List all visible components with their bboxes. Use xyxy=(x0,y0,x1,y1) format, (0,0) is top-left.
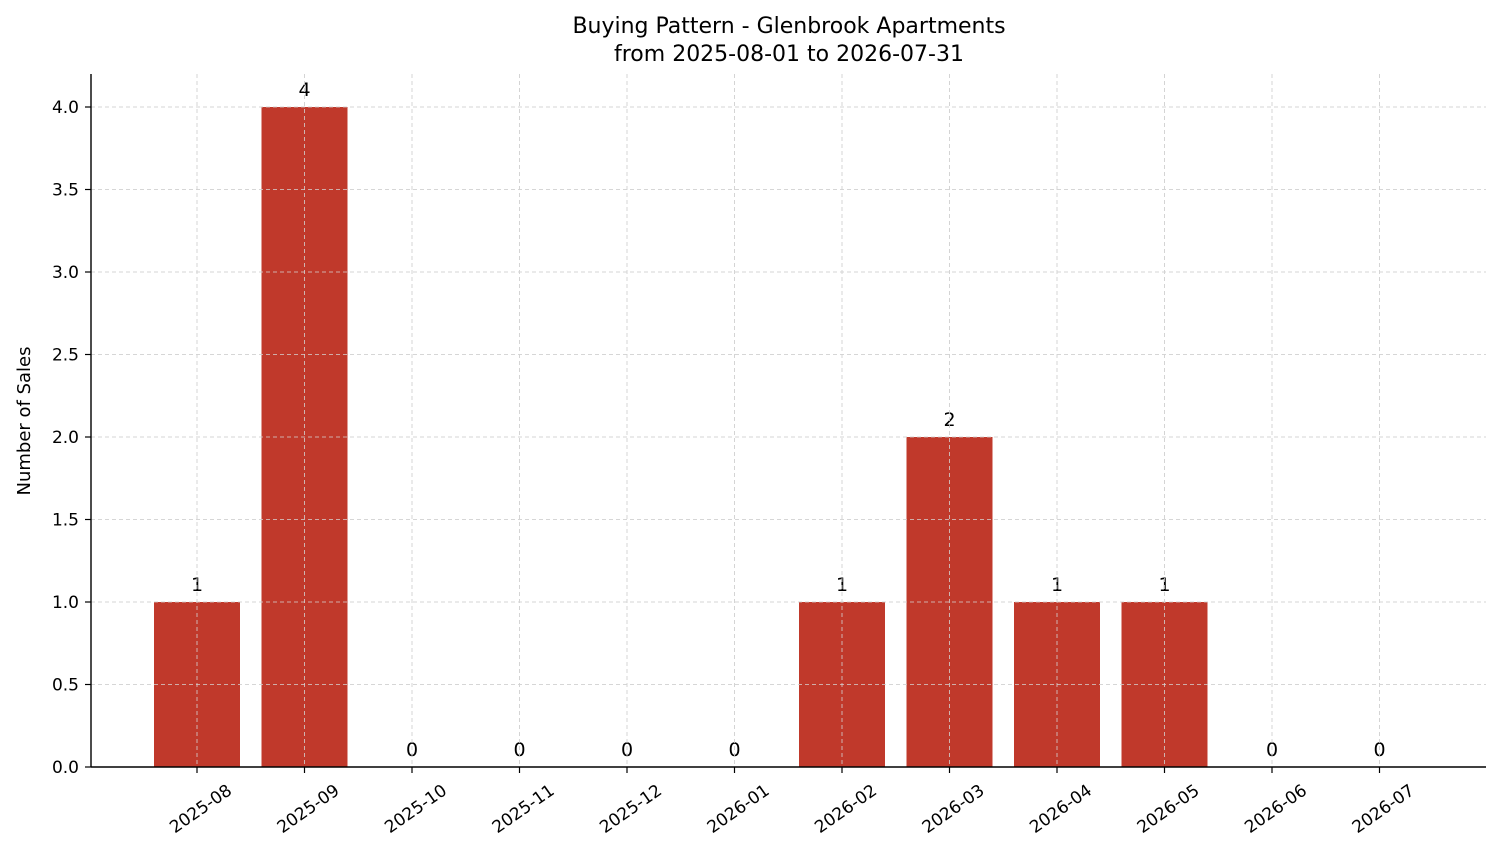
x-tick-label-2025-10: 2025-10 xyxy=(381,781,451,838)
x-tick-label-2025-09: 2025-09 xyxy=(274,781,344,838)
y-tick-label: 1.5 xyxy=(52,511,79,531)
x-tick-label-2026-02: 2026-02 xyxy=(811,781,881,838)
x-tick-label-2025-11: 2025-11 xyxy=(489,781,559,838)
x-tick-label-2026-06: 2026-06 xyxy=(1241,781,1311,838)
chart-title: Buying Pattern - Glenbrook Apartments xyxy=(572,14,1005,39)
x-tick-label-2025-08: 2025-08 xyxy=(166,781,236,838)
y-tick-label: 0.0 xyxy=(52,758,79,778)
x-tick-label-2026-05: 2026-05 xyxy=(1134,781,1204,838)
y-tick-label: 4.0 xyxy=(52,98,79,118)
y-tick-label: 3.5 xyxy=(52,181,79,201)
x-tick-label-2026-01: 2026-01 xyxy=(704,781,774,838)
y-tick-label: 3.0 xyxy=(52,263,79,283)
y-axis-label: Number of Sales xyxy=(14,346,35,495)
x-tick-label-2025-12: 2025-12 xyxy=(596,781,666,838)
x-tick-label-2026-03: 2026-03 xyxy=(919,781,989,838)
chart-subtitle: from 2025-08-01 to 2026-07-31 xyxy=(614,42,964,67)
y-tick-label: 2.0 xyxy=(52,428,79,448)
y-tick-label: 1.0 xyxy=(52,593,79,613)
y-tick-label: 2.5 xyxy=(52,346,79,366)
x-tick-label-2026-07: 2026-07 xyxy=(1349,781,1419,838)
x-tick-label-2026-04: 2026-04 xyxy=(1026,781,1096,838)
y-tick-label: 0.5 xyxy=(52,676,79,696)
